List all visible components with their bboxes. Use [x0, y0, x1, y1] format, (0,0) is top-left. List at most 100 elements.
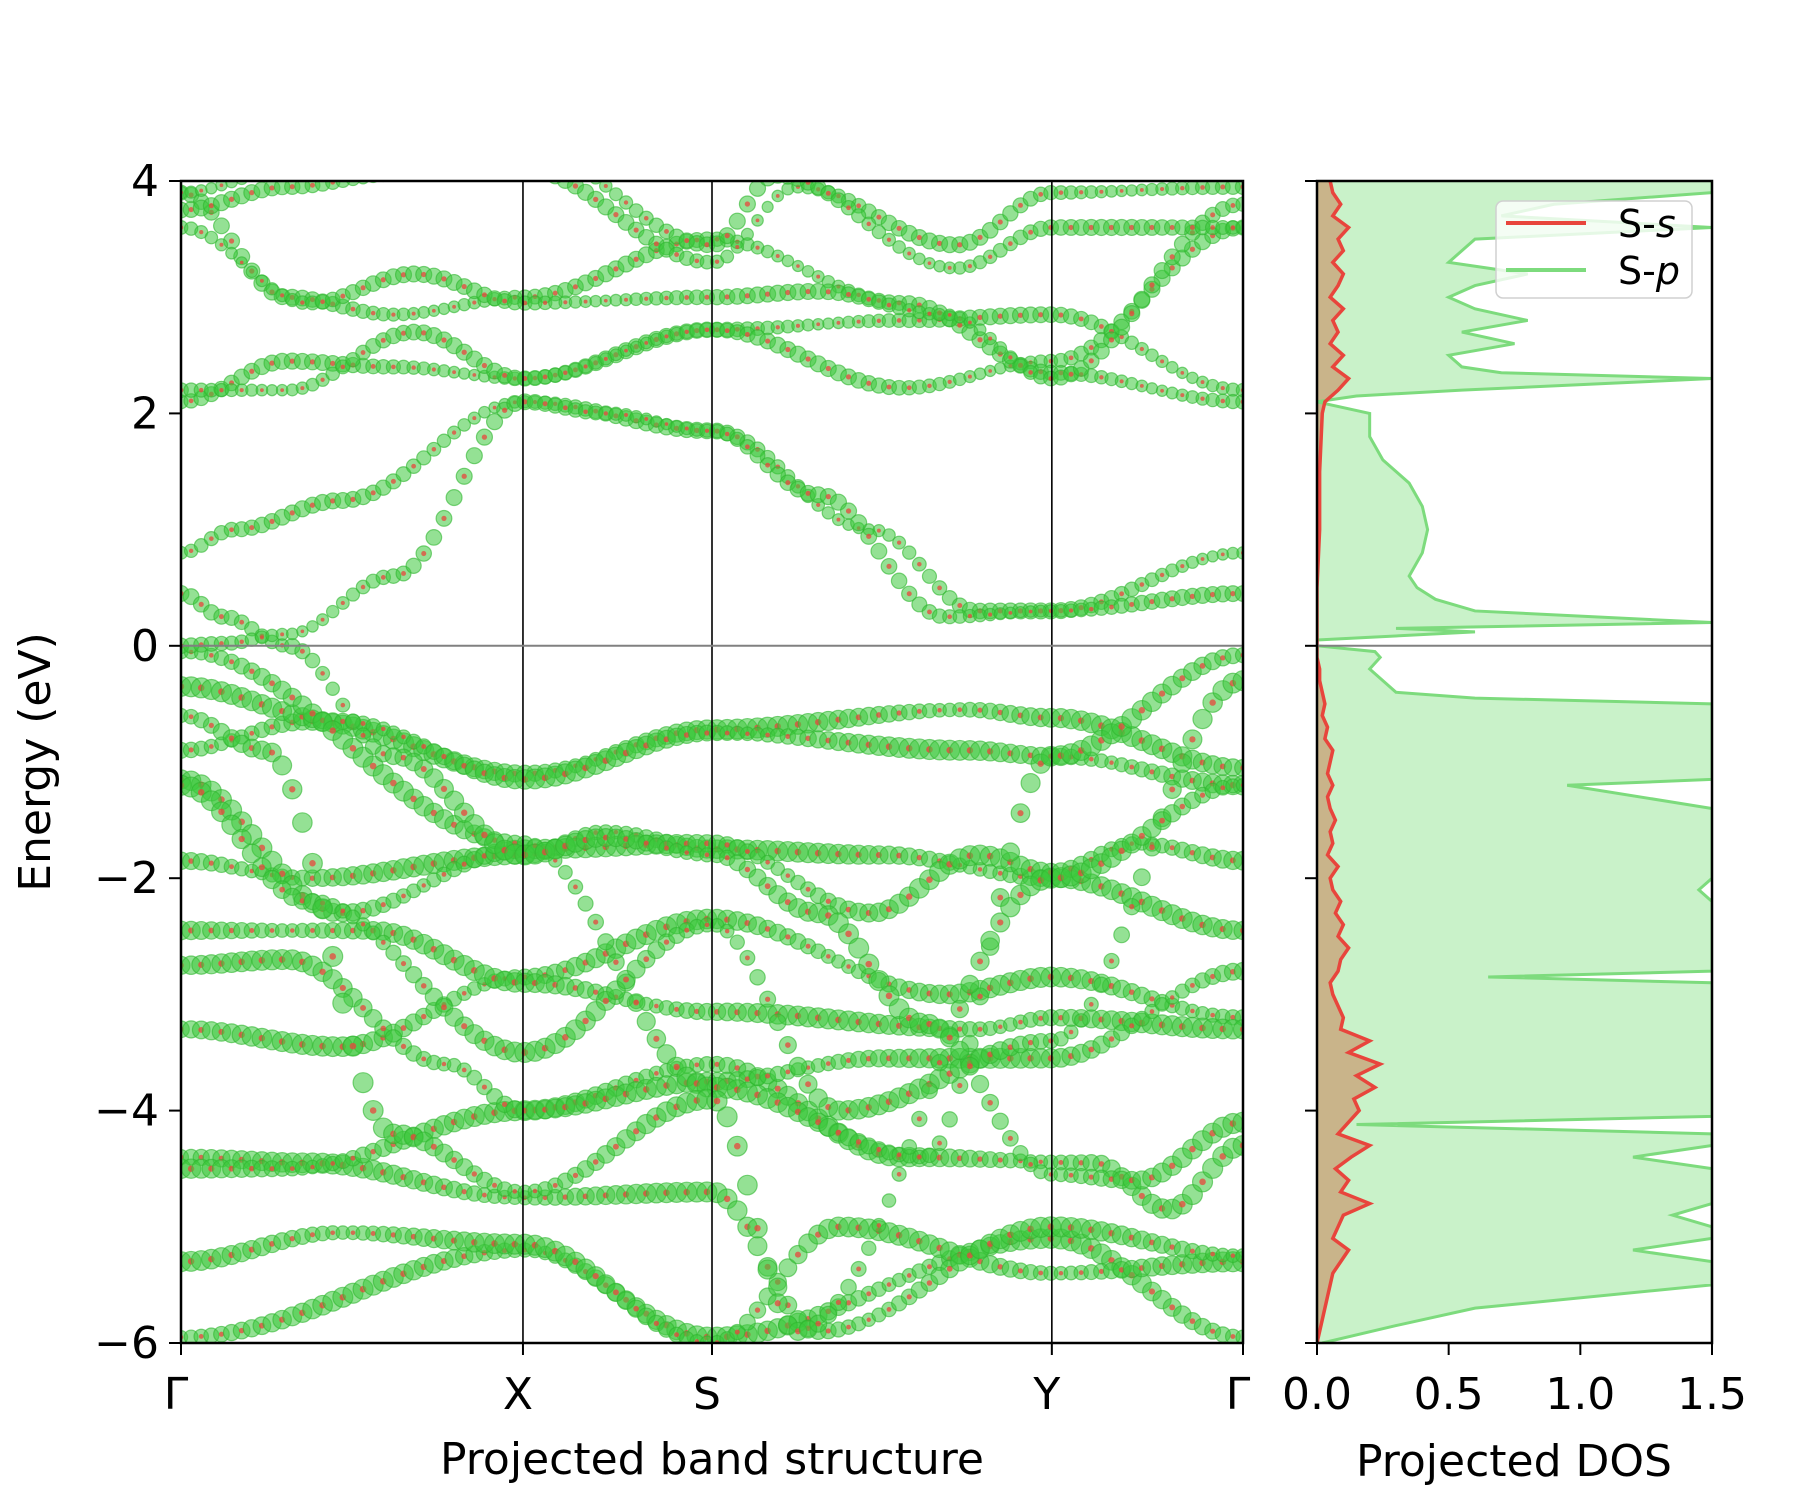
band-marker [953, 311, 966, 324]
band-s-marker [988, 369, 992, 373]
band-s-marker [421, 883, 426, 888]
band-s-marker [431, 447, 437, 452]
band-s-marker [260, 388, 264, 393]
band-s-marker [654, 1070, 659, 1076]
band-s-marker [350, 1155, 356, 1161]
band-s-marker [937, 708, 942, 713]
band-s-marker [765, 732, 770, 738]
band-s-marker [624, 297, 629, 302]
band-s-marker [816, 502, 821, 507]
band-s-marker [714, 259, 720, 264]
band-s-marker [239, 639, 244, 644]
band-s-marker [1160, 186, 1165, 192]
band-s-marker [340, 293, 346, 299]
band-s-marker [349, 1042, 357, 1050]
band-marker [1165, 360, 1179, 374]
band-marker [325, 604, 340, 619]
band-s-marker [249, 927, 255, 934]
band-s-marker [774, 1300, 781, 1307]
band-s-marker [350, 306, 356, 312]
band-marker [650, 415, 663, 428]
band-marker [1000, 842, 1021, 862]
band-s-marker [1109, 958, 1115, 964]
band-s-marker [340, 702, 346, 708]
legend-label-p: S-p [1618, 249, 1680, 293]
band-s-marker [946, 1265, 953, 1272]
band-s-marker [400, 1043, 407, 1050]
band-s-marker [370, 490, 376, 496]
band-s-marker [866, 1291, 872, 1297]
band-marker [850, 514, 868, 532]
band-s-marker [886, 237, 892, 242]
band-s-marker [633, 256, 639, 262]
band-s-marker [239, 388, 244, 393]
band-s-marker [977, 337, 983, 343]
band-s-marker [744, 332, 750, 338]
band-s-marker [1189, 736, 1196, 743]
band-s-marker [360, 285, 366, 291]
band-s-marker [876, 1146, 882, 1153]
band-s-marker [1007, 1135, 1013, 1141]
band-s-marker [542, 300, 548, 306]
y-tick-label: 4 [131, 156, 159, 207]
band-s-marker [320, 617, 325, 622]
band-marker [445, 489, 463, 507]
band-s-marker [420, 765, 427, 772]
band-s-marker [452, 304, 457, 309]
band-s-marker [968, 320, 972, 325]
band-marker [960, 974, 980, 994]
band-s-marker [765, 859, 770, 865]
band-s-marker [623, 200, 629, 205]
band-s-marker [796, 264, 800, 268]
band-s-marker [1179, 803, 1186, 810]
band-s-marker [340, 364, 346, 370]
band-s-marker [1028, 229, 1034, 235]
band-marker [597, 933, 615, 951]
band-marker [902, 545, 917, 560]
band-s-marker [421, 743, 427, 749]
band-s-marker [380, 902, 386, 908]
band-s-marker [198, 1334, 204, 1339]
band-s-marker [997, 870, 1003, 876]
band-marker [292, 812, 313, 833]
band-s-marker [199, 229, 204, 235]
band-s-marker [461, 349, 467, 355]
band-s-marker [380, 940, 386, 945]
band-marker [1145, 382, 1159, 395]
band-marker [325, 681, 340, 696]
band-s-marker [300, 629, 305, 634]
band-s-marker [440, 785, 448, 792]
band-s-marker [866, 296, 872, 302]
band-s-marker [805, 943, 811, 949]
band-s-marker [320, 671, 325, 676]
band-s-marker [1088, 756, 1094, 762]
band-s-marker [927, 311, 932, 316]
band-s-marker [1200, 396, 1205, 401]
band-s-marker [431, 367, 436, 372]
band-s-marker [1149, 282, 1155, 288]
band-s-marker [1139, 384, 1144, 388]
band-marker [870, 542, 888, 560]
band-s-marker [593, 275, 599, 282]
band-s-marker [876, 528, 881, 533]
band-s-marker [401, 734, 406, 740]
band-s-marker [997, 1264, 1004, 1270]
band-s-marker [907, 251, 912, 256]
band-s-marker [229, 527, 234, 533]
band-s-marker [582, 1017, 589, 1025]
band-s-marker [956, 1006, 963, 1012]
pdos-x-tick-label: 0.5 [1414, 1369, 1484, 1420]
band-marker [1232, 1019, 1243, 1040]
band-s-marker [532, 1188, 538, 1194]
band-s-marker [1088, 345, 1094, 351]
band-s-marker [391, 364, 396, 370]
band-marker [749, 969, 766, 986]
x-tick-label: Y [1032, 1369, 1060, 1420]
band-s-marker [1220, 552, 1225, 557]
band-s-marker [987, 1099, 993, 1106]
band-s-marker [988, 336, 993, 341]
band-s-marker [744, 955, 750, 961]
band-marker [1020, 772, 1041, 794]
band-s-marker [441, 871, 447, 877]
band-marker [720, 249, 735, 264]
